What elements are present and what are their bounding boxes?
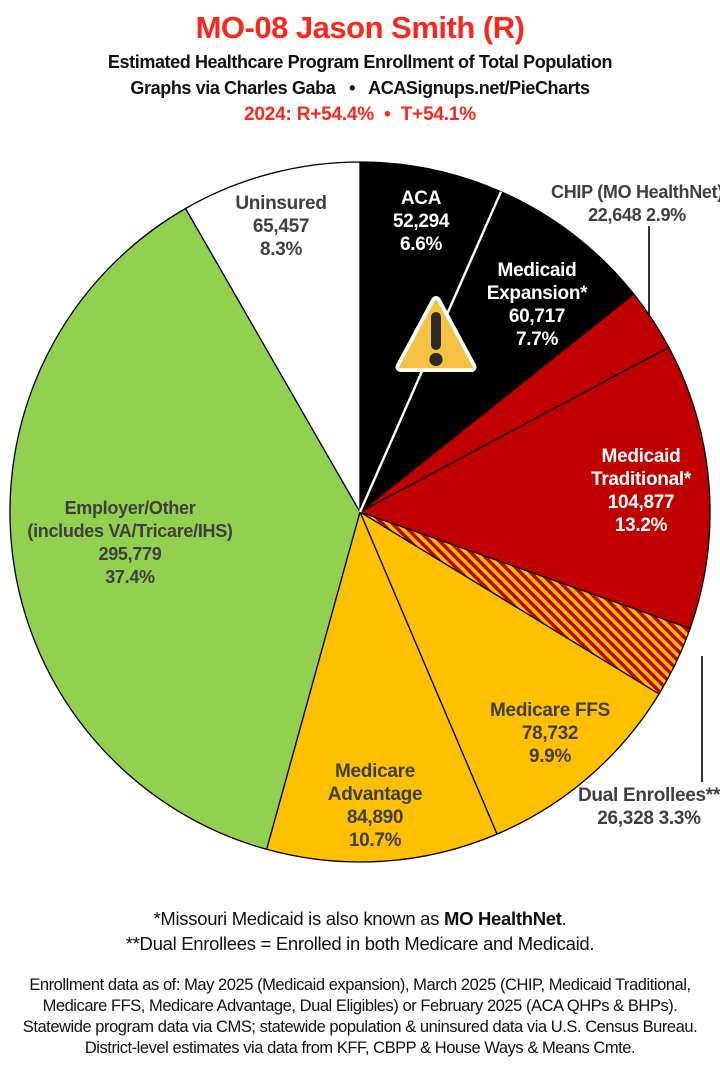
slice-medicaid-expansion <box>359 191 635 513</box>
warning-icon <box>395 296 477 372</box>
source-note: Enrollment data as of: May 2025 (Medicai… <box>22 976 698 1057</box>
partisan-lean-line: 2024: R+54.4% • T+54.1% <box>244 104 476 125</box>
slice-employer-other <box>9 207 361 850</box>
label-medicaid-expansion: Medicaid Expansion* 60,717 7.7% <box>486 260 588 350</box>
page-title: MO-08 Jason Smith (R) <box>195 10 525 45</box>
chart-subtitle: Estimated Healthcare Program Enrollment … <box>107 52 613 72</box>
label-medicare-advantage: Medicare Advantage 84,890 10.7% <box>327 761 423 851</box>
attribution-line: Graphs via Charles Gaba • ACASignups.net… <box>130 78 590 98</box>
slice-medicare-advantage <box>265 511 498 863</box>
label-employer-other: Employer/Other (includes VA/Tricare/IHS)… <box>27 498 233 587</box>
label-chip: CHIP (MO HealthNet) 22,648 2.9% <box>551 182 720 225</box>
footnote-medicaid: *Missouri Medicaid is also known as MO H… <box>153 908 567 929</box>
label-aca: ACA 52,294 6.6% <box>392 188 450 255</box>
slice-uninsured <box>184 161 361 513</box>
footnote-dual: **Dual Enrollees = Enrolled in both Medi… <box>125 933 595 954</box>
label-uninsured: Uninsured 65,457 8.3% <box>235 193 327 260</box>
slice-medicare-ffs <box>359 511 660 835</box>
label-medicare-ffs: Medicare FFS 78,732 9.9% <box>490 700 610 767</box>
label-dual-enrollees: Dual Enrollees** 26,328 3.3% <box>578 785 720 829</box>
pie-chart <box>9 161 711 863</box>
slice-medicaid-traditional <box>359 346 711 630</box>
label-medicaid-traditional: Medicaid Traditional* 104,877 13.2% <box>591 446 691 536</box>
